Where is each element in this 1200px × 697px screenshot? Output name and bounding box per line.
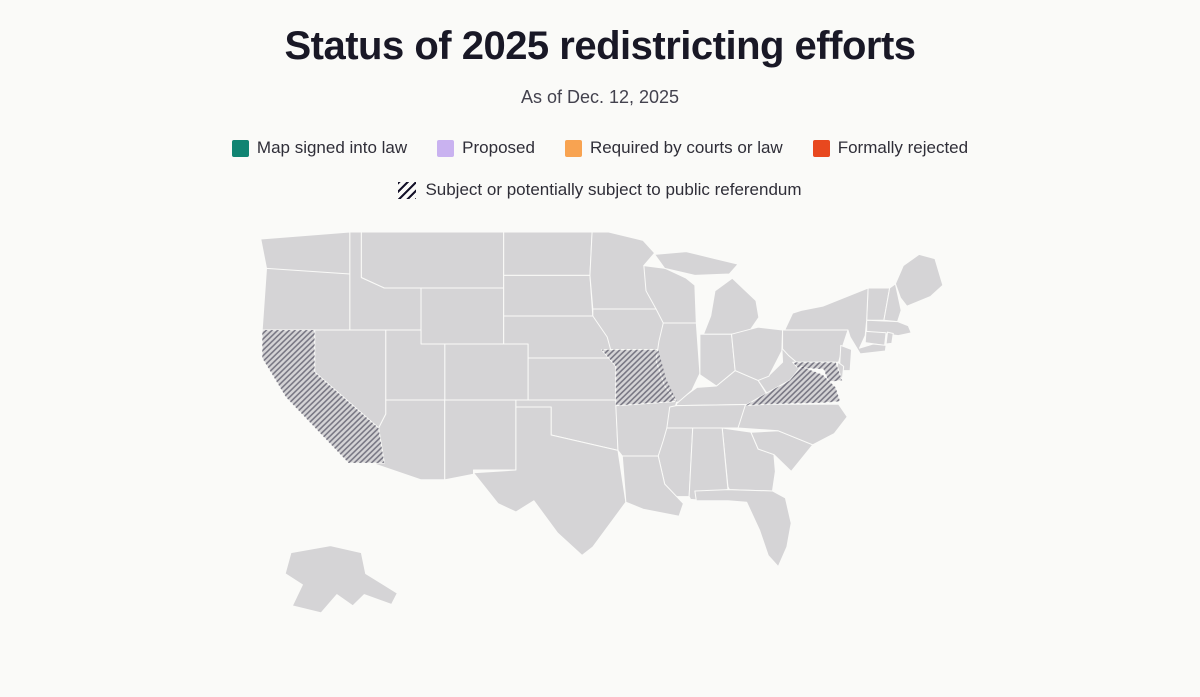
legend-swatch-required-icon bbox=[564, 139, 582, 157]
state-NJ bbox=[838, 344, 853, 372]
legend-referendum: Subject or potentially subject to public… bbox=[0, 180, 1200, 200]
state-OH bbox=[731, 326, 784, 381]
state-SD bbox=[503, 274, 594, 317]
state-ND bbox=[503, 231, 593, 276]
legend-item-rejected: Formally rejected bbox=[812, 138, 969, 158]
state-AK bbox=[284, 545, 398, 614]
legend-item-proposed: Proposed bbox=[437, 138, 535, 158]
legend-swatch-rejected-icon bbox=[812, 139, 830, 157]
state-MD-hatch-overlay bbox=[792, 362, 843, 382]
state-TX bbox=[472, 406, 627, 556]
state-LA bbox=[621, 455, 684, 517]
us-map bbox=[260, 231, 944, 614]
state-KS bbox=[527, 357, 617, 401]
legend-label-signed: Map signed into law bbox=[256, 138, 408, 157]
map-container bbox=[0, 218, 1200, 638]
legend-label-referendum: Subject or potentially subject to public… bbox=[425, 180, 802, 199]
legend: Map signed into law Proposed Required by… bbox=[0, 138, 1200, 158]
state-NY bbox=[784, 287, 887, 355]
state-WA bbox=[260, 231, 351, 275]
state-WY bbox=[420, 287, 505, 345]
state-UT bbox=[385, 329, 446, 401]
legend-label-required: Required by courts or law bbox=[589, 138, 783, 157]
state-VA-hatch-overlay bbox=[745, 366, 841, 406]
state-MO-hatch-overlay bbox=[601, 349, 677, 406]
state-IN bbox=[699, 333, 736, 387]
state-OR bbox=[261, 267, 351, 331]
state-ME bbox=[894, 253, 944, 307]
state-CA-hatch-overlay bbox=[262, 330, 385, 463]
state-AZ bbox=[375, 399, 446, 481]
legend-label-rejected: Formally rejected bbox=[837, 138, 969, 157]
legend-item-required: Required by courts or law bbox=[564, 138, 783, 158]
referendum-hatch-icon bbox=[398, 181, 417, 199]
state-CO bbox=[444, 343, 529, 401]
state-CT bbox=[864, 330, 887, 346]
state-RI bbox=[885, 331, 894, 345]
state-PA bbox=[782, 329, 849, 363]
as-of-date: As of Dec. 12, 2025 bbox=[520, 87, 680, 107]
legend-item-signed: Map signed into law bbox=[231, 138, 408, 158]
legend-label-proposed: Proposed bbox=[462, 138, 535, 157]
redistricting-infographic: Status of 2025 redistricting efforts As … bbox=[0, 24, 1200, 697]
legend-swatch-proposed-icon bbox=[437, 139, 455, 157]
state-NC bbox=[737, 403, 848, 446]
state-FL bbox=[694, 489, 792, 568]
legend-swatch-signed-icon bbox=[231, 139, 249, 157]
state-NH bbox=[883, 283, 902, 323]
state-NM bbox=[444, 399, 517, 481]
page-title: Status of 2025 redistricting efforts bbox=[284, 24, 916, 68]
state-MT bbox=[360, 231, 505, 289]
